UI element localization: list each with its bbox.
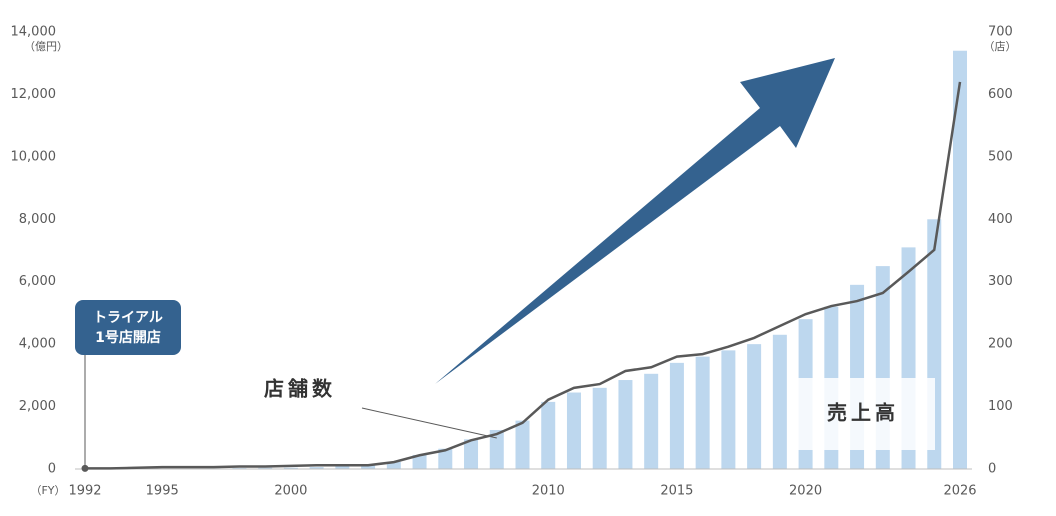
bar <box>618 380 633 469</box>
x-tick-label: 2015 <box>660 484 693 499</box>
x-tick-label: 2026 <box>943 484 976 499</box>
bar <box>489 429 504 469</box>
bar-label-box <box>792 378 935 450</box>
y-tick-label: 2,000 <box>19 399 56 414</box>
y2-tick-label: 500 <box>988 149 1013 164</box>
bar <box>464 439 479 469</box>
growth-arrow <box>435 58 835 384</box>
callout-text: トライアル <box>93 310 163 326</box>
y2-tick-label: 200 <box>988 337 1013 352</box>
bar <box>515 420 530 469</box>
y-unit: （億円） <box>24 40 68 53</box>
line-series-label: 店舗数 <box>264 377 336 401</box>
bar <box>541 401 556 469</box>
bar <box>361 464 376 469</box>
bar <box>309 467 324 469</box>
bar <box>721 350 736 469</box>
bar <box>438 448 453 469</box>
y2-tick-label: 700 <box>988 25 1013 40</box>
y2-tick-label: 400 <box>988 212 1013 227</box>
bar <box>566 392 581 469</box>
bar <box>669 362 684 469</box>
x-unit: （FY） <box>30 484 65 497</box>
bar <box>592 387 607 469</box>
bar <box>335 465 350 469</box>
y-tick-label: 14,000 <box>11 25 57 40</box>
y2-tick-label: 300 <box>988 274 1013 289</box>
x-tick-label: 2010 <box>532 484 565 499</box>
y-tick-label: 0 <box>48 462 56 477</box>
bar <box>772 334 787 469</box>
y2-tick-label: 0 <box>988 462 996 477</box>
bar <box>412 454 427 469</box>
bar <box>258 467 273 469</box>
bar <box>644 373 659 469</box>
x-tick-label: 2020 <box>789 484 822 499</box>
store-line <box>85 81 962 470</box>
bar <box>747 344 762 469</box>
y-tick-label: 6,000 <box>19 274 56 289</box>
y-tick-label: 4,000 <box>19 337 56 352</box>
y-tick-label: 12,000 <box>11 87 57 102</box>
callout-text: 1号店開店 <box>95 329 161 346</box>
x-tick-label: 1992 <box>68 484 101 499</box>
bar <box>953 50 967 469</box>
bar <box>695 356 710 469</box>
callout-box <box>75 300 181 355</box>
bar <box>386 461 401 469</box>
y2-tick-label: 100 <box>988 399 1013 414</box>
line-label-pointer <box>361 407 497 439</box>
bar-series-label: 売上高 <box>827 401 899 425</box>
y-tick-label: 8,000 <box>19 212 56 227</box>
y-tick-label: 10,000 <box>11 149 57 164</box>
y2-tick-label: 600 <box>988 87 1013 102</box>
x-tick-label: 1995 <box>146 484 179 499</box>
bar <box>283 467 298 469</box>
y2-unit: （店） <box>984 39 1017 53</box>
x-tick-label: 2000 <box>274 484 307 499</box>
